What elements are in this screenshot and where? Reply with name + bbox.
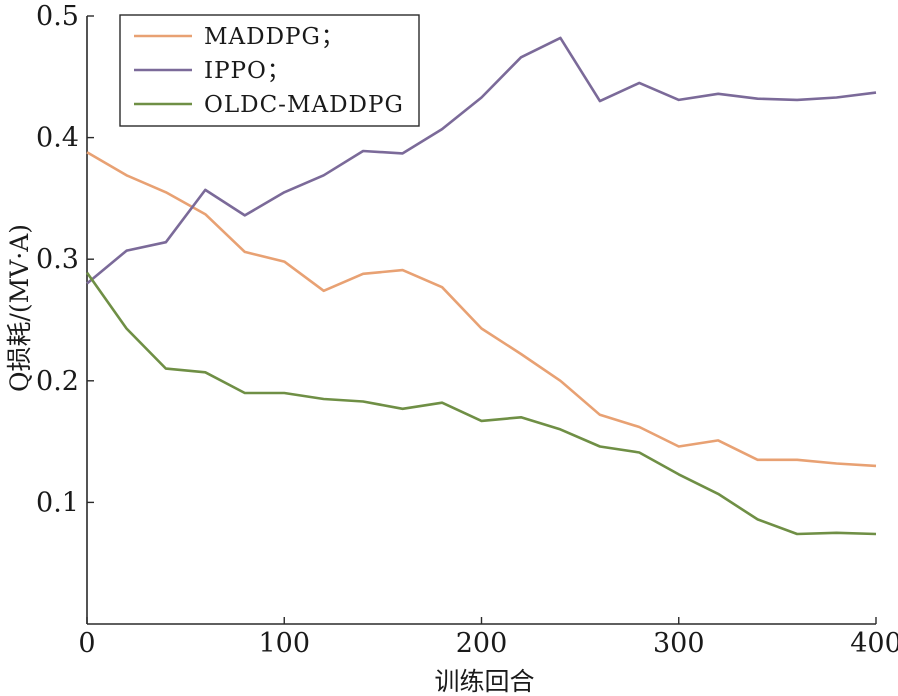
- legend-label-3: OLDC-MADDPG: [204, 92, 404, 118]
- y-tick-label: 0.4: [36, 123, 79, 154]
- axis-ticks: 0 100 200 300 400 0.1 0.2 0.3 0.4 0.5: [36, 1, 898, 659]
- legend: MADDPG； IPPO； OLDC-MADDPG: [119, 14, 420, 127]
- x-tick-label: 300: [653, 628, 705, 659]
- x-tick-label: 0: [78, 628, 95, 659]
- y-tick-label: 0.1: [36, 487, 79, 518]
- x-tick-label: 400: [850, 628, 898, 659]
- legend-label-1: MADDPG；: [204, 24, 345, 50]
- y-tick-label: 0.5: [36, 1, 79, 32]
- y-tick-label: 0.2: [36, 366, 79, 397]
- legend-box: [119, 14, 420, 127]
- series-group: [85, 36, 877, 536]
- legend-label-2: IPPO；: [204, 58, 291, 84]
- x-tick-label: 100: [258, 628, 310, 659]
- series-line-2: [86, 36, 877, 285]
- x-tick-label: 200: [456, 628, 508, 659]
- x-axis-title: 训练回合: [434, 667, 534, 696]
- series-line-3: [85, 271, 877, 536]
- y-axis-title: Q损耗/(MV·A): [5, 224, 34, 392]
- y-tick-label: 0.3: [36, 244, 79, 275]
- series-line-1: [86, 151, 877, 468]
